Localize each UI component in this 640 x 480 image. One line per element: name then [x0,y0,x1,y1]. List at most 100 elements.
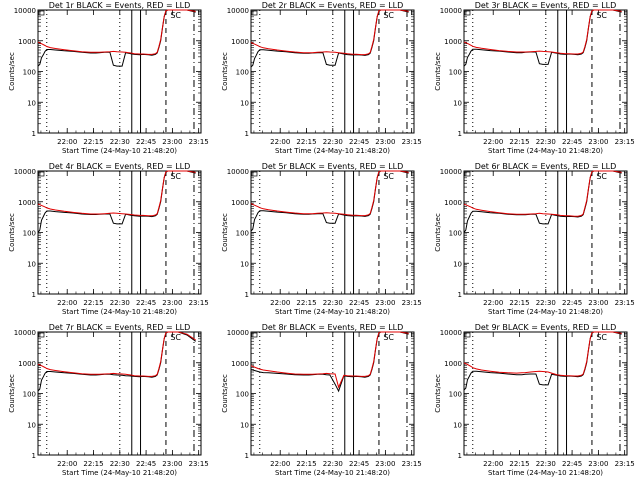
x-tick-label: 22:00 [270,299,290,307]
lld-series-line [37,331,196,377]
lld-series-line [250,331,409,389]
y-tick-label: 10 [240,421,249,429]
y-tick-label: 100 [449,230,462,238]
x-tick-label: 23:15 [189,460,209,468]
x-tick-label: 22:45 [136,138,156,146]
lld-series-line [37,170,196,217]
detector-panel-9: Det 9r BLACK = Events, RED = LLD 1 10 100 10… [434,323,635,477]
x-tick-label: 23:00 [588,299,608,307]
x-tick-label: 22:45 [136,460,156,468]
lld-series-line [463,331,622,377]
x-tick-label: 22:45 [562,138,582,146]
y-axis-label: Counts/sec [434,213,442,252]
x-tick-label: 22:15 [296,460,316,468]
x-tick-label: 23:00 [375,299,395,307]
annotation-label: SC [596,333,607,342]
detector-panel-2: Det 2r BLACK = Events, RED = LLD 1 10 100 10… [221,1,422,155]
panel-title: Det 3r BLACK = Events, RED = LLD [475,1,617,10]
x-tick-label: 22:00 [57,460,77,468]
y-tick-label: 10000 [227,7,249,15]
x-tick-label: 23:15 [615,138,635,146]
y-axis-label: Counts/sec [8,213,16,252]
detector-panel-1: Det 1r BLACK = Events, RED = LLD 1 10 100 10… [8,1,209,155]
annotation-label: SC [596,172,607,181]
x-axis-label: Start Time (24-May-10 21:48:20) [62,308,177,316]
y-tick-label: 100 [236,230,249,238]
y-tick-label: 1 [32,452,36,460]
lld-series-line [250,170,409,217]
y-tick-label: 1 [32,291,36,299]
y-tick-label: 1 [458,291,462,299]
annotation-label: SC [383,172,394,181]
x-tick-label: 22:00 [483,138,503,146]
x-tick-label: 22:30 [536,299,556,307]
y-tick-label: 10 [453,421,462,429]
x-tick-label: 22:00 [270,138,290,146]
y-tick-label: 10000 [14,7,36,15]
x-tick-label: 23:15 [189,299,209,307]
x-tick-label: 23:15 [402,299,422,307]
x-tick-label: 23:00 [162,460,182,468]
x-axis-label: Start Time (24-May-10 21:48:20) [488,308,603,316]
x-tick-label: 22:30 [323,460,343,468]
annotation-label: SC [383,11,394,20]
y-tick-label: 10 [453,260,462,268]
y-tick-label: 10000 [227,168,249,176]
x-tick-label: 22:30 [110,138,130,146]
y-tick-label: 10 [27,260,36,268]
x-tick-label: 22:15 [509,460,529,468]
panel-title: Det 9r BLACK = Events, RED = LLD [475,323,617,332]
y-tick-label: 1 [32,130,36,138]
panel-title: Det 5r BLACK = Events, RED = LLD [262,162,404,171]
y-tick-label: 100 [449,391,462,399]
y-tick-label: 1000 [444,199,462,207]
y-tick-label: 10000 [440,168,462,176]
x-tick-label: 23:15 [402,460,422,468]
x-tick-label: 22:15 [83,460,103,468]
detector-panel-5: Det 5r BLACK = Events, RED = LLD 1 10 100 10… [221,162,422,316]
y-tick-label: 1 [245,452,249,460]
panel-title: Det 7r BLACK = Events, RED = LLD [49,323,191,332]
corner-marker [251,332,258,338]
panel-title: Det 2r BLACK = Events, RED = LLD [262,1,404,10]
detector-panel-8: Det 8r BLACK = Events, RED = LLD 1 10 100 10… [221,323,422,477]
x-tick-label: 22:30 [536,138,556,146]
x-tick-label: 23:00 [588,460,608,468]
x-tick-label: 22:45 [349,138,369,146]
x-tick-label: 22:00 [483,299,503,307]
x-tick-label: 22:00 [270,460,290,468]
y-tick-label: 1 [245,130,249,138]
y-tick-label: 1000 [231,360,249,368]
x-tick-label: 22:45 [136,299,156,307]
x-tick-label: 23:15 [615,299,635,307]
panel-title: Det 6r BLACK = Events, RED = LLD [475,162,617,171]
panel-title: Det 1r BLACK = Events, RED = LLD [49,1,191,10]
x-tick-label: 22:00 [483,460,503,468]
y-tick-label: 100 [236,69,249,77]
x-axis-label: Start Time (24-May-10 21:48:20) [488,147,603,155]
y-tick-label: 10000 [14,168,36,176]
x-axis-label: Start Time (24-May-10 21:48:20) [488,469,603,477]
y-tick-label: 10000 [14,329,36,337]
y-tick-label: 100 [236,391,249,399]
corner-marker [38,332,45,338]
x-tick-label: 23:00 [162,138,182,146]
corner-marker [464,332,471,338]
panel-title: Det 4r BLACK = Events, RED = LLD [49,162,191,171]
x-axis-label: Start Time (24-May-10 21:48:20) [62,147,177,155]
y-tick-label: 10 [27,421,36,429]
y-axis-label: Counts/sec [434,374,442,413]
annotation-label: SC [170,172,181,181]
lld-series-line [463,170,622,217]
x-tick-label: 23:00 [375,138,395,146]
lld-series-line [37,9,196,55]
corner-marker [464,10,471,16]
annotation-label: SC [170,333,181,342]
x-tick-label: 22:30 [536,460,556,468]
y-tick-label: 1000 [444,360,462,368]
x-tick-label: 22:15 [83,138,103,146]
x-tick-label: 22:30 [323,138,343,146]
y-axis-label: Counts/sec [221,374,229,413]
detector-panel-3: Det 3r BLACK = Events, RED = LLD 1 10 100 10… [434,1,635,155]
